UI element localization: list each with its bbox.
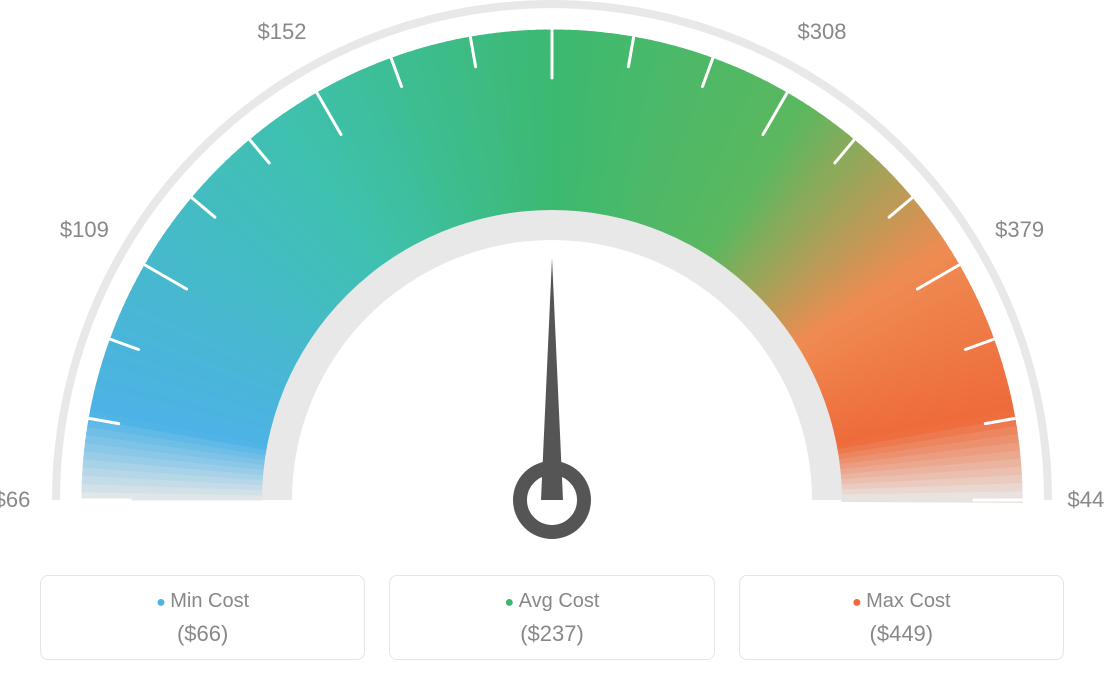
gauge-tick-label: $379 [995,217,1044,243]
legend-row: Min Cost ($66) Avg Cost ($237) Max Cost … [0,575,1104,660]
legend-card-min: Min Cost ($66) [40,575,365,660]
legend-min-label: Min Cost [51,590,354,613]
gauge-tick-label: $66 [0,487,30,513]
legend-max-value: ($449) [750,621,1053,647]
legend-card-avg: Avg Cost ($237) [389,575,714,660]
legend-avg-label: Avg Cost [400,590,703,613]
legend-card-max: Max Cost ($449) [739,575,1064,660]
cost-gauge-infographic: $66$109$152$237$308$379$449 Min Cost ($6… [0,0,1104,690]
legend-max-label: Max Cost [750,590,1053,613]
gauge-area: $66$109$152$237$308$379$449 [0,0,1104,560]
gauge-svg [0,0,1104,560]
legend-min-value: ($66) [51,621,354,647]
legend-avg-value: ($237) [400,621,703,647]
gauge-tick-label: $152 [258,19,307,45]
gauge-tick-label: $308 [798,19,847,45]
gauge-tick-label: $449 [1068,487,1104,513]
gauge-needle [520,258,584,532]
gauge-tick-label: $109 [60,217,109,243]
